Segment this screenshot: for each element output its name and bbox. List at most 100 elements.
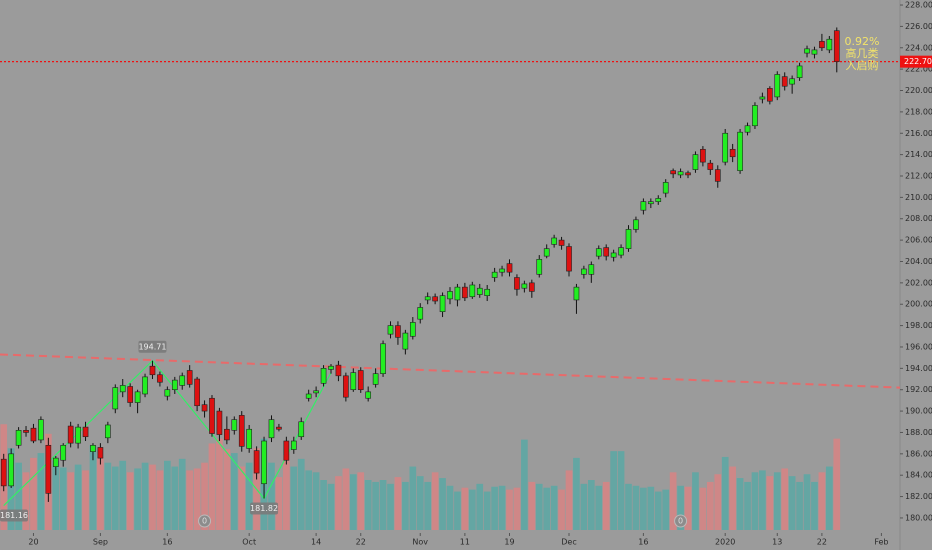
candle-body [633, 219, 639, 230]
candle-body [268, 419, 275, 439]
annotation-line: 入启购 [846, 58, 879, 72]
candle-body [774, 74, 781, 98]
candle-body [491, 271, 498, 278]
volume-bar [461, 487, 469, 530]
candle-body [328, 365, 334, 370]
volume-bar [751, 472, 759, 530]
volume-bar [223, 449, 231, 530]
volume-bar [640, 487, 647, 530]
y-tick-label: 224.00 [905, 43, 932, 52]
candle-body [38, 419, 44, 441]
candle-body [395, 325, 401, 338]
candle-body [365, 391, 372, 399]
y-tick-label: 186.00 [905, 449, 932, 458]
volume-bar [37, 453, 45, 530]
volume-bar [89, 445, 97, 530]
last-price-label: 222.70 [904, 57, 932, 66]
candle-body [625, 229, 632, 249]
candle-body [350, 372, 357, 391]
y-tick-label: 214.00 [905, 150, 932, 159]
y-tick-label: 228.00 [905, 1, 932, 10]
volume-bar [349, 474, 357, 530]
y-tick-label: 208.00 [905, 214, 932, 223]
volume-bar [193, 468, 201, 530]
candle-body [796, 65, 803, 78]
volume-bar [803, 474, 811, 530]
volume-bar [327, 483, 335, 530]
volume-bar [230, 453, 238, 530]
trend-line [0, 353, 901, 389]
x-tick-label: Feb [874, 538, 888, 547]
volume-bar [647, 486, 655, 530]
volume-bar [699, 487, 707, 530]
y-tick-label: 188.00 [905, 428, 932, 437]
x-tick-label: 16 [638, 538, 648, 547]
candle-body [45, 444, 52, 494]
volume-bar [245, 462, 253, 530]
candle-body [194, 378, 200, 407]
volume-bar [119, 460, 127, 530]
candle-body [640, 201, 647, 211]
volume-bar [59, 467, 67, 530]
candle-body [238, 415, 245, 447]
volume-bar [164, 460, 171, 530]
candle-body [729, 148, 736, 158]
candle-body [737, 131, 743, 171]
candle-body [67, 425, 74, 444]
volume-bar [550, 485, 558, 530]
y-tick-label: 180.00 [905, 513, 932, 522]
volume-bar [796, 481, 803, 530]
volume-bar [283, 455, 290, 530]
x-tick-label: Dec [561, 538, 576, 547]
volume-bar [662, 489, 670, 530]
candle-body [119, 385, 126, 393]
y-tick-label: 184.00 [905, 471, 932, 480]
candle-body [290, 440, 297, 450]
candle-body [804, 48, 810, 54]
y-tick-label: 182.00 [905, 492, 932, 501]
annotation-line: 高几类 [846, 46, 879, 60]
candle-body [447, 291, 453, 300]
candle-body [149, 365, 156, 376]
candle-body [357, 370, 364, 391]
y-tick-label: 190.00 [905, 407, 932, 416]
volume-bar [208, 443, 216, 530]
volume-bar [677, 485, 684, 530]
volume-bar [446, 485, 454, 530]
volume-bar [171, 466, 179, 530]
volume-bar [178, 458, 186, 530]
volume-bar [216, 438, 223, 530]
event-label: 0 [678, 517, 683, 526]
candle-body [833, 30, 840, 62]
volume-bar [141, 462, 149, 530]
y-tick-label: 204.00 [905, 257, 932, 266]
candle-body [134, 391, 141, 403]
y-tick-label: 216.00 [905, 129, 932, 138]
volume-bar [811, 481, 818, 530]
volume-bar [335, 476, 342, 530]
candle-body [595, 248, 602, 257]
candle-body [655, 198, 662, 202]
volume-bar [528, 481, 536, 530]
candle-body [335, 364, 342, 377]
volume-bar [669, 472, 677, 530]
volume-bar [134, 468, 141, 530]
x-tick-label: 20 [28, 538, 38, 547]
candle-body [432, 296, 438, 302]
volume-bar [558, 489, 565, 530]
volume-bar [506, 489, 513, 530]
volume-bar [126, 472, 134, 530]
volume-bar [736, 478, 744, 530]
y-tick-label: 210.00 [905, 193, 932, 202]
volume-bar [513, 487, 521, 530]
volume-bar [364, 480, 372, 530]
volume-bar [431, 472, 439, 530]
candle-body [380, 343, 386, 374]
candle-body [276, 426, 282, 430]
volume-bar [825, 466, 833, 530]
volume-bar [476, 483, 484, 530]
candle-body [283, 440, 290, 461]
volume-bar [468, 489, 476, 530]
candle-body [588, 264, 595, 275]
